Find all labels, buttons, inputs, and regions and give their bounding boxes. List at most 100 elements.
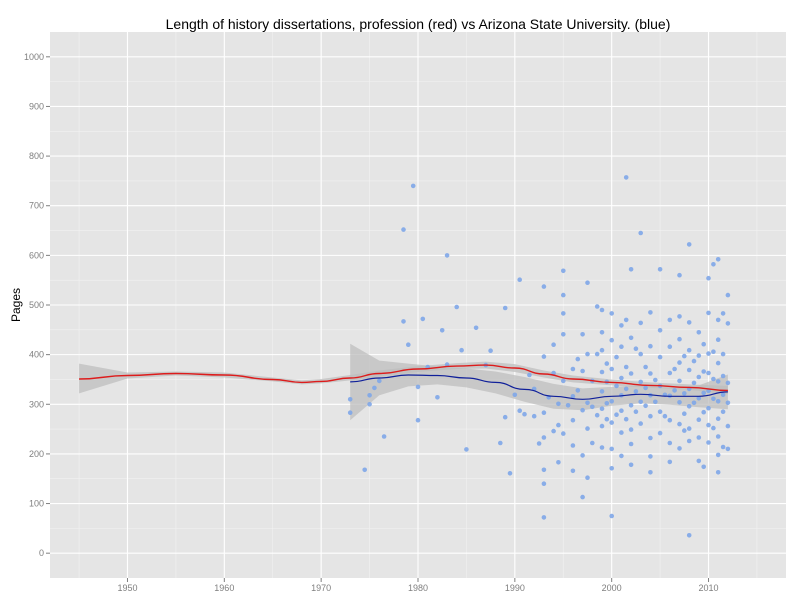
data-point (691, 400, 697, 406)
data-point (541, 481, 547, 487)
smooth-lines (79, 364, 728, 400)
data-point (643, 364, 648, 370)
data-point (609, 366, 614, 372)
data-point (536, 441, 542, 446)
data-point (691, 380, 697, 386)
data-point (541, 435, 547, 440)
data-point (715, 416, 721, 422)
y-tick-label: 800 (29, 151, 44, 161)
data-point (347, 410, 353, 416)
data-point (381, 434, 387, 439)
data-point (623, 364, 629, 370)
data-point (667, 317, 673, 323)
data-point (570, 417, 576, 423)
data-point (706, 275, 711, 281)
data-point (498, 440, 503, 446)
data-point (628, 427, 634, 432)
data-point (667, 440, 673, 446)
data-point (662, 413, 668, 419)
data-point (633, 409, 639, 415)
y-tick-label: 200 (29, 449, 44, 459)
data-point (686, 404, 692, 409)
data-point (706, 370, 711, 376)
data-point (706, 351, 711, 356)
data-point (580, 332, 585, 337)
data-point (696, 374, 702, 380)
data-point (720, 373, 726, 379)
data-point (623, 317, 629, 323)
confidence-bands (79, 343, 728, 421)
data-point (473, 325, 479, 331)
data-point (715, 337, 721, 343)
data-point (594, 351, 600, 357)
y-tick-label: 700 (29, 201, 44, 211)
data-point (531, 413, 537, 419)
data-point (628, 441, 634, 447)
data-point (609, 337, 614, 343)
data-point (715, 434, 721, 439)
data-point (643, 385, 648, 391)
data-point (570, 394, 576, 399)
data-point (517, 277, 522, 283)
data-point (715, 452, 721, 458)
x-axis-ticks: 1950 1960 1970 1980 1990 2000 2010 (117, 578, 719, 593)
grid-major-lines (50, 32, 786, 578)
data-point (638, 351, 643, 357)
data-point (667, 459, 673, 465)
data-point (541, 354, 547, 359)
data-point (696, 330, 702, 335)
data-point (701, 464, 706, 470)
data-point (672, 366, 677, 372)
data-point (541, 284, 547, 289)
data-point (585, 426, 590, 431)
data-point (725, 380, 731, 386)
data-point (599, 423, 605, 429)
data-point (561, 292, 566, 298)
data-point (677, 446, 682, 451)
data-point (410, 183, 416, 189)
data-point (604, 361, 610, 366)
data-point (575, 388, 581, 393)
data-point (439, 328, 445, 333)
data-point (488, 348, 493, 354)
data-point (464, 447, 469, 452)
data-point (653, 399, 658, 405)
data-point (580, 453, 585, 458)
data-point (686, 438, 692, 444)
data-point (599, 389, 605, 394)
data-point (725, 446, 731, 452)
data-point (541, 515, 547, 520)
data-point (541, 410, 547, 416)
data-point (633, 389, 639, 394)
data-point (725, 423, 731, 429)
data-point (599, 445, 605, 450)
y-tick-label: 400 (29, 350, 44, 360)
data-point (715, 470, 721, 475)
data-point (696, 417, 702, 423)
data-point (715, 317, 721, 323)
data-point (653, 377, 658, 383)
data-point (648, 454, 653, 459)
asu-confidence-band (350, 343, 728, 421)
data-point (706, 422, 711, 428)
data-point (609, 513, 614, 519)
data-point (677, 336, 682, 342)
x-tick-label: 1960 (214, 583, 234, 593)
data-point (420, 316, 426, 322)
data-point (648, 435, 653, 441)
data-point (367, 393, 372, 398)
data-point (715, 399, 721, 404)
data-point (517, 408, 522, 414)
data-point (667, 370, 673, 376)
data-point (599, 347, 605, 353)
data-point (372, 385, 377, 391)
y-tick-label: 1000 (24, 52, 44, 62)
data-point (715, 360, 721, 366)
data-point (682, 391, 687, 396)
data-point (401, 227, 406, 232)
chart-title: Length of history dissertations, profess… (166, 16, 671, 32)
data-point (720, 311, 726, 316)
data-point (619, 344, 624, 350)
data-point (507, 471, 513, 476)
